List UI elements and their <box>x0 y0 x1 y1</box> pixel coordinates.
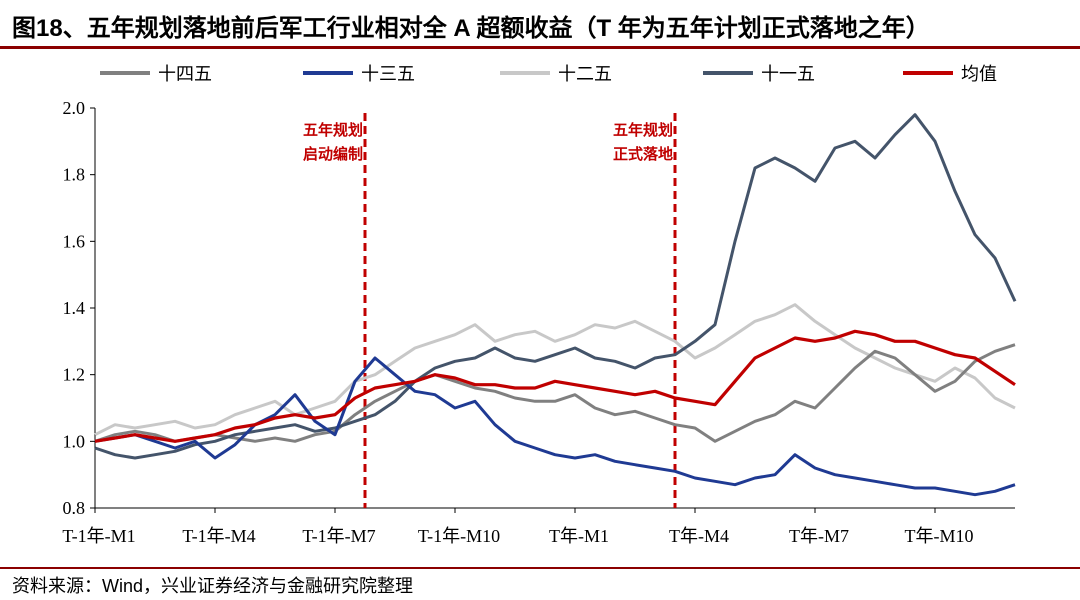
y-tick-label: 1.6 <box>63 231 86 251</box>
x-tick-label: T-1年-M7 <box>302 526 375 546</box>
reference-line-label: 正式落地 <box>613 145 673 163</box>
source-note: 资料来源：Wind，兴业证券经济与金融研究院整理 <box>12 576 414 596</box>
x-tick-label: T年-M10 <box>905 526 974 546</box>
x-tick-label: T年-M4 <box>669 526 729 546</box>
series-line <box>94 303 1016 437</box>
reference-line-label: 启动编制 <box>303 145 363 163</box>
reference-line-label: 五年规划 <box>303 121 363 139</box>
legend-label: 均值 <box>961 64 997 85</box>
legend: 十四五 十三五 十二五 十一五 均值 <box>100 64 997 85</box>
source-rule <box>0 567 1080 569</box>
y-tick-label: 1.0 <box>63 431 86 451</box>
reference-line-label: 五年规划 <box>613 121 673 139</box>
axes: 0.8 1.0 1.2 1.4 1.6 1.8 2.0 T-1年-M1 T-1年-M4 T-1年-… <box>62 98 1015 546</box>
series-lines <box>94 113 1017 497</box>
x-tick-label: T年-M7 <box>789 526 849 546</box>
legend-label: 十四五 <box>158 64 212 85</box>
x-tick-label: T年-M1 <box>549 526 609 546</box>
legend-label: 十三五 <box>361 64 415 85</box>
y-tick-label: 1.8 <box>63 165 86 185</box>
legend-label: 十一五 <box>761 64 815 85</box>
legend-label: 十二五 <box>558 64 612 85</box>
x-tick-label: T-1年-M1 <box>62 526 135 546</box>
series-line <box>94 343 1016 443</box>
x-tick-label: T-1年-M4 <box>182 526 255 546</box>
chart-title: 图18、五年规划落地前后军工行业相对全 A 超额收益（T 年为五年计划正式落地之… <box>12 15 930 42</box>
title-rule <box>0 46 1080 49</box>
y-tick-label: 1.2 <box>63 365 86 385</box>
series-line <box>94 113 1017 460</box>
y-tick-label: 0.8 <box>63 498 86 518</box>
y-tick-label: 2.0 <box>63 98 86 118</box>
x-tick-label: T-1年-M10 <box>418 526 500 546</box>
y-tick-label: 1.4 <box>63 298 86 318</box>
series-line <box>94 356 1016 497</box>
series-line <box>94 329 1016 443</box>
